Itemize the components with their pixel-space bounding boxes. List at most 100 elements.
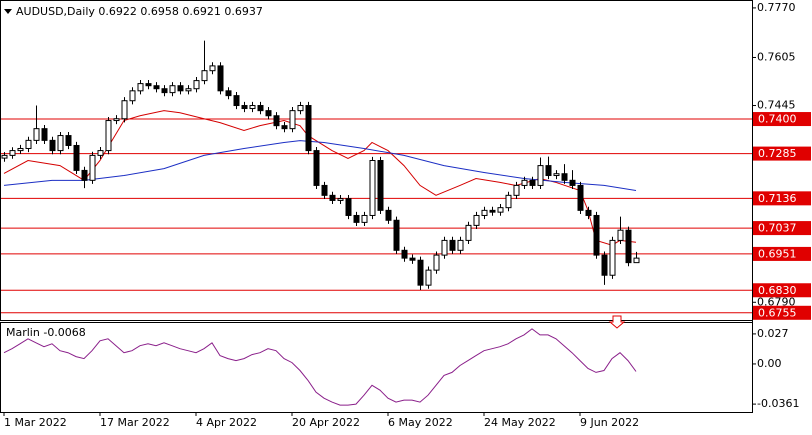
candle-body [97,150,104,156]
y-tick-label: 0.7445 [757,99,796,112]
candle-body [249,105,256,110]
candle-body [321,184,328,196]
candle-body [449,239,456,251]
candle-body [401,249,408,259]
candle-body [225,90,232,97]
candle-body [177,85,184,92]
candle-body [297,105,304,112]
candle-body [265,110,272,117]
candle-body [361,214,368,223]
candle-body [233,95,240,107]
candle-body [185,88,192,92]
x-tick-label: 24 May 2022 [484,416,556,429]
level-label-box [753,221,811,236]
candle-body [305,105,312,152]
moving-average [3,140,637,192]
candle-body [217,65,224,92]
candle-body [457,239,464,251]
candle-body [313,150,320,186]
candle-body [273,115,280,127]
candle-body [529,179,536,186]
level-label: 0.6951 [758,247,797,260]
candle-body [537,165,544,186]
x-tick-label: 17 Mar 2022 [100,416,170,429]
candle-body [497,207,504,213]
level-label: 0.6755 [758,306,797,319]
candle-body [17,147,24,152]
y-tick-label: 0.7605 [757,50,796,63]
candle-body [513,184,520,196]
level-label: 0.7037 [758,222,797,235]
candle-body [57,135,64,152]
chart-title: AUDUSD,Daily 0.6922 0.6958 0.6921 0.6937 [16,5,263,18]
level-label: 0.6830 [758,284,797,297]
level-label-box [753,283,811,298]
candle-body [289,110,296,130]
candle-body [113,118,120,122]
candle-body [25,139,32,149]
candle-body [609,239,616,276]
candle-body [377,160,384,211]
indicator-value: -0.0068 [43,326,85,339]
y-tick-label: -0.0361 [757,397,799,410]
candle-body [65,135,72,146]
candle-body [633,257,640,264]
level-label: 0.7285 [758,147,797,160]
candle-body [545,165,552,177]
candle-body [577,184,584,211]
candle-body [329,194,336,201]
x-tick-label: 9 Jun 2022 [580,416,639,429]
candle-body [353,214,360,223]
candle-body [81,169,88,181]
y-tick-label: 0.027 [757,327,789,340]
level-label: 0.7136 [758,192,797,205]
candle-body [209,65,216,72]
candle-body [129,90,136,102]
candle-body [585,209,592,216]
candle-body [121,100,128,120]
candle-body [153,85,160,90]
candle-body [521,179,528,186]
level-label: 0.7400 [758,113,797,126]
y-tick-label: 0.00 [757,357,782,370]
moving-average [3,110,637,246]
x-tick-label: 6 May 2022 [388,416,453,429]
x-tick-label: 1 Mar 2022 [4,416,67,429]
candle-body [441,239,448,256]
candle-body [593,214,600,256]
candle-body [505,194,512,209]
candle-body [201,70,208,82]
candle-body [281,125,288,130]
candle-body [41,128,48,141]
candle-body [489,209,496,213]
candle-body [601,254,608,276]
y-tick-label: 0.6790 [757,295,796,308]
candle-body [465,224,472,241]
candle-body [433,254,440,271]
candle-body [33,128,40,141]
ohlc-high: 0.6958 [140,5,179,18]
x-tick-label: 4 Apr 2022 [196,416,257,429]
indicator-name: Marlin [6,326,40,339]
candle-body [569,179,576,186]
menu-arrow [4,9,12,14]
candle-body [49,139,56,152]
candle-body [337,198,344,201]
candle-body [1,154,8,159]
x-tick-label: 20 Apr 2022 [292,416,360,429]
ohlc-close: 0.6937 [224,5,263,18]
candle-body [9,150,16,156]
candle-body [385,209,392,221]
level-label-box [753,246,811,261]
level-label-box [753,146,811,161]
candle-body [145,83,152,87]
ohlc-low: 0.6921 [182,5,221,18]
candle-body [473,214,480,226]
candle-body [345,198,352,216]
candle-body [105,120,112,152]
candle-body [257,105,264,112]
candle-body [169,85,176,94]
y-tick-label: 0.7770 [757,1,796,14]
